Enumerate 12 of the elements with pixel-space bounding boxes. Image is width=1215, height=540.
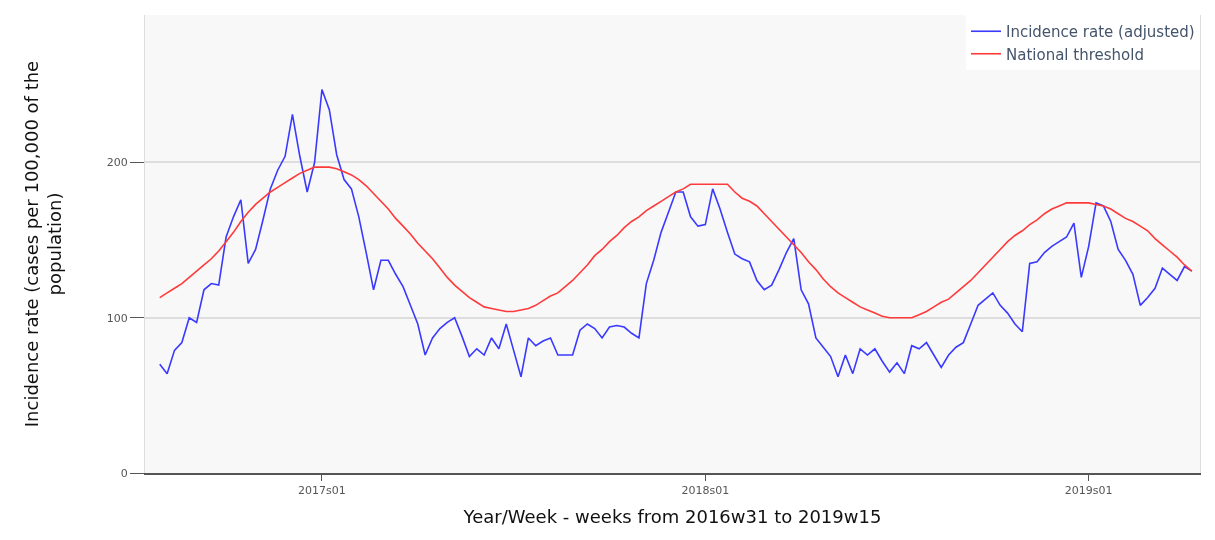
x-tick-label: 2019s01 bbox=[1064, 484, 1113, 498]
x-tick-label: 2017s01 bbox=[298, 484, 346, 498]
y-tick-label: 200 bbox=[106, 156, 128, 170]
line-series bbox=[158, 88, 1193, 378]
legend-label: Incidence rate (adjusted) bbox=[1006, 23, 1195, 42]
y-tick-label: 100 bbox=[106, 311, 128, 325]
y-axis-title: Incidence rate (cases per 100,000 of the population) bbox=[20, 60, 65, 428]
legend-label: National threshold bbox=[1006, 45, 1144, 64]
x-axis-title: Year/Week - weeks from 2016w31 to 2019w15 bbox=[462, 505, 882, 527]
y-tick-label: 0 bbox=[120, 466, 128, 480]
line-series bbox=[158, 166, 1193, 319]
x-tick-label: 2018s01 bbox=[681, 484, 730, 498]
